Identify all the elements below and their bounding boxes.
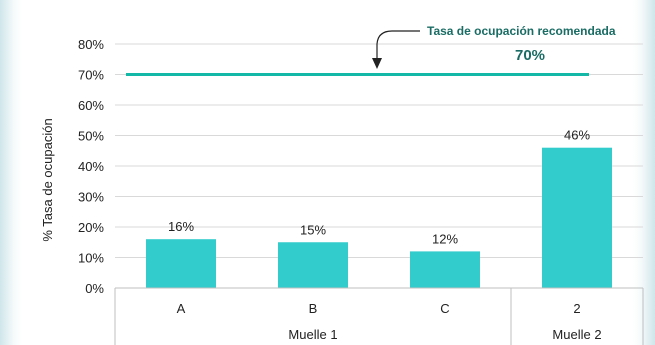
bar-A: [146, 239, 216, 288]
data-label: 15%: [300, 222, 326, 237]
x-tick-label: 2: [573, 301, 580, 316]
group-label: Muelle 1: [288, 327, 337, 342]
data-label: 12%: [432, 231, 458, 246]
y-tick-label: 70%: [78, 68, 104, 83]
y-tick-label: 0%: [85, 281, 104, 296]
y-tick-label: 40%: [78, 159, 104, 174]
bar-C: [410, 251, 480, 288]
reference-line-value: 70%: [515, 47, 545, 64]
y-tick-label: 60%: [78, 98, 104, 113]
x-tick-label: B: [309, 301, 318, 316]
bar-B: [278, 242, 348, 288]
group-label: Muelle 2: [552, 327, 601, 342]
reference-line-group: Tasa de ocupación recomendada 70%: [126, 24, 616, 76]
y-axis-label: % Tasa de ocupación: [40, 118, 55, 241]
y-tick-label: 30%: [78, 190, 104, 205]
arrow-head-icon: [372, 58, 382, 69]
reference-line-label: Tasa de ocupación recomendada: [427, 24, 616, 38]
data-label: 46%: [564, 128, 590, 143]
annotation-arrow: [376, 30, 420, 62]
y-tick-label: 20%: [78, 220, 104, 235]
bar-2: [542, 147, 612, 288]
y-axis-ticks: 0% 10% 20% 30% 40% 50% 60% 70% 80%: [78, 37, 104, 296]
y-tick-label: 10%: [78, 251, 104, 266]
bars: 16% 15% 12% 46%: [146, 128, 612, 288]
y-tick-label: 80%: [78, 37, 104, 52]
x-tick-label: C: [440, 301, 449, 316]
y-tick-label: 50%: [78, 129, 104, 144]
x-tick-label: A: [177, 301, 186, 316]
data-label: 16%: [168, 219, 194, 234]
x-axis: Muelle 1 Muelle 2 A B C 2: [114, 287, 644, 345]
